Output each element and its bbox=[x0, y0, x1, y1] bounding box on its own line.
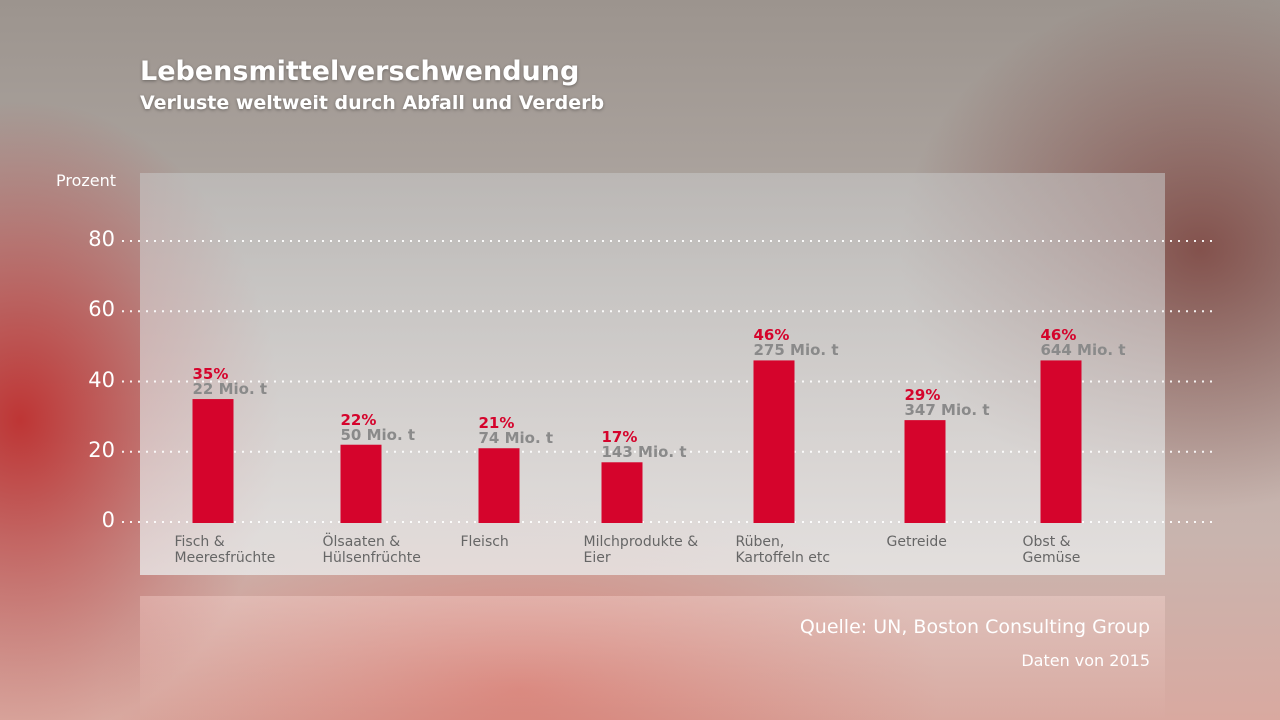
date-note: Daten von 2015 bbox=[1021, 651, 1150, 670]
category-label: Obst & bbox=[1022, 534, 1071, 550]
category-label: Ölsaaten & bbox=[322, 534, 401, 550]
tonnage-label: 644 Mio. t bbox=[1040, 341, 1126, 360]
category-label: Fleisch bbox=[460, 534, 509, 550]
panel-reflection bbox=[140, 596, 1165, 720]
category-label: Meeresfrüchte bbox=[174, 550, 276, 566]
value-label: 21% bbox=[478, 414, 515, 433]
tonnage-label: 74 Mio. t bbox=[478, 429, 554, 448]
y-tick-label: 40 bbox=[88, 367, 115, 392]
category-label: Rüben, bbox=[735, 534, 785, 550]
tonnage-label: 50 Mio. t bbox=[340, 425, 416, 444]
bar bbox=[478, 448, 520, 523]
category-label: Getreide bbox=[886, 534, 947, 550]
bar bbox=[1040, 360, 1082, 523]
value-label: 22% bbox=[340, 410, 377, 429]
category-label: Milchprodukte & bbox=[583, 534, 699, 550]
bar bbox=[601, 462, 643, 523]
chart-subtitle: Verluste weltweit durch Abfall und Verde… bbox=[140, 92, 605, 114]
bar bbox=[192, 399, 234, 523]
y-tick-label: 0 bbox=[101, 508, 115, 532]
tonnage-label: 22 Mio. t bbox=[192, 380, 268, 399]
tonnage-label: 275 Mio. t bbox=[753, 341, 839, 360]
value-label: 29% bbox=[904, 386, 941, 405]
category-label: Eier bbox=[583, 550, 611, 566]
value-label: 46% bbox=[1040, 326, 1077, 345]
y-tick-label: 60 bbox=[88, 297, 115, 322]
y-tick-label: 20 bbox=[88, 437, 115, 462]
value-label: 46% bbox=[753, 326, 790, 345]
y-axis-label: Prozent bbox=[56, 171, 117, 190]
bar bbox=[340, 444, 382, 523]
chart-title: Lebensmittelverschwendung bbox=[140, 56, 580, 87]
category-label: Gemüse bbox=[1022, 550, 1081, 566]
category-label: Hülsenfrüchte bbox=[322, 550, 421, 566]
bar bbox=[904, 420, 946, 523]
tonnage-label: 347 Mio. t bbox=[904, 401, 990, 420]
value-label: 17% bbox=[601, 428, 638, 447]
category-label: Kartoffeln etc bbox=[735, 550, 831, 566]
bar bbox=[753, 360, 795, 523]
tonnage-label: 143 Mio. t bbox=[601, 443, 687, 462]
y-tick-label: 80 bbox=[88, 227, 115, 251]
category-label: Fisch & bbox=[174, 534, 225, 550]
source-note: Quelle: UN, Boston Consulting Group bbox=[799, 616, 1150, 638]
value-label: 35% bbox=[192, 365, 229, 384]
